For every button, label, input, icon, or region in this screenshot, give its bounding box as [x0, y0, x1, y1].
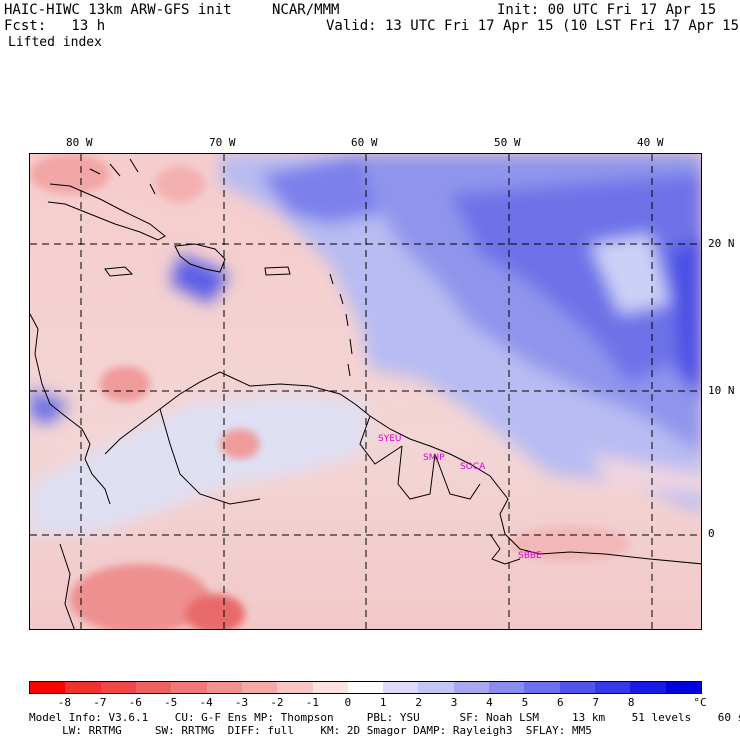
lat-label: 10 N [708, 384, 735, 397]
colorbar-segment [453, 682, 490, 693]
station-label: SYEU [378, 434, 401, 444]
lon-label: 40 W [637, 136, 664, 149]
model-info-line1: Model Info: V3.6.1 CU: G-F Ens MP: Thomp… [29, 711, 740, 724]
colorbar-tick-label: 1 [379, 696, 387, 709]
colorbar-tick-label: 8 [627, 696, 635, 709]
colorbar-segment [206, 682, 242, 693]
colorbar-segment [418, 682, 454, 693]
transition-region [30, 389, 370, 534]
colorbar-tick-label: -7 [93, 696, 107, 709]
colorbar-segment [277, 682, 313, 693]
station-label: SBBE [518, 551, 542, 561]
lon-label: 60 W [351, 136, 378, 149]
colorbar-segment [135, 682, 172, 693]
colorbar [29, 681, 702, 694]
lifted-index-map: SYEU SMJP SOCA SBBE [29, 153, 702, 630]
colorbar-tick-label: 0 [344, 696, 352, 709]
org-label: NCAR/MMM [272, 2, 340, 18]
colorbar-tick-label: -6 [128, 696, 142, 709]
stable-region [170, 154, 701, 514]
lon-label: 80 W [66, 136, 93, 149]
colorbar-segment [312, 682, 348, 693]
colorbar-tick-label: 7 [592, 696, 600, 709]
model-info-line2: LW: RRTMG SW: RRTMG DIFF: full KM: 2D Sm… [29, 724, 592, 737]
station-label: SOCA [460, 462, 486, 472]
model-title: HAIC-HIWC 13km ARW-GFS init [4, 2, 232, 18]
colorbar-segment [559, 682, 595, 693]
colorbar-tick-label: -3 [234, 696, 249, 709]
colorbar-tick-label: -5 [164, 696, 178, 709]
colorbar-tick-label: -1 [305, 696, 319, 709]
colorbar-tick-label: -8 [57, 696, 72, 709]
unstable-region [30, 154, 630, 629]
lat-label: 0 [708, 527, 715, 540]
station-label: SMJP [423, 453, 445, 463]
lon-label: 50 W [494, 136, 521, 149]
colorbar-tick-label: 5 [521, 696, 529, 709]
colorbar-segment [65, 682, 101, 693]
colorbar-segment [665, 682, 701, 693]
colorbar-segment [347, 682, 384, 693]
init-time: Init: 00 UTC Fri 17 Apr 15 [497, 2, 717, 18]
station-labels: SYEU SMJP SOCA SBBE [378, 434, 542, 561]
graticule [30, 154, 701, 629]
colorbar-segment [489, 682, 525, 693]
colorbar-tick-label: 2 [415, 696, 422, 709]
lat-label: 20 N [708, 237, 735, 250]
colorbar-tick-label: 6 [557, 696, 564, 709]
colorbar-segment [30, 682, 66, 693]
coastlines [30, 158, 701, 629]
colorbar-segment [383, 682, 419, 693]
colorbar-segment [241, 682, 278, 693]
lon-label: 70 W [209, 136, 236, 149]
map-canvas: SYEU SMJP SOCA SBBE [30, 154, 701, 629]
colorbar-segment [524, 682, 560, 693]
colorbar-segment [171, 682, 207, 693]
colorbar-segment [595, 682, 631, 693]
field-name: Lifted index [8, 35, 102, 50]
valid-time: Valid: 13 UTC Fri 17 Apr 15 (10 LST Fri … [326, 18, 740, 34]
colorbar-tick-label: 4 [486, 696, 493, 709]
colorbar-segment [630, 682, 666, 693]
colorbar-tick-label: -2 [270, 696, 284, 709]
colorbar-tick-label: 3 [450, 696, 458, 709]
colorbar-tick-label: -4 [199, 696, 213, 709]
colorbar-unit: °C [693, 696, 707, 709]
forecast-hour: Fcst: 13 h [4, 18, 106, 34]
colorbar-segment [100, 682, 136, 693]
